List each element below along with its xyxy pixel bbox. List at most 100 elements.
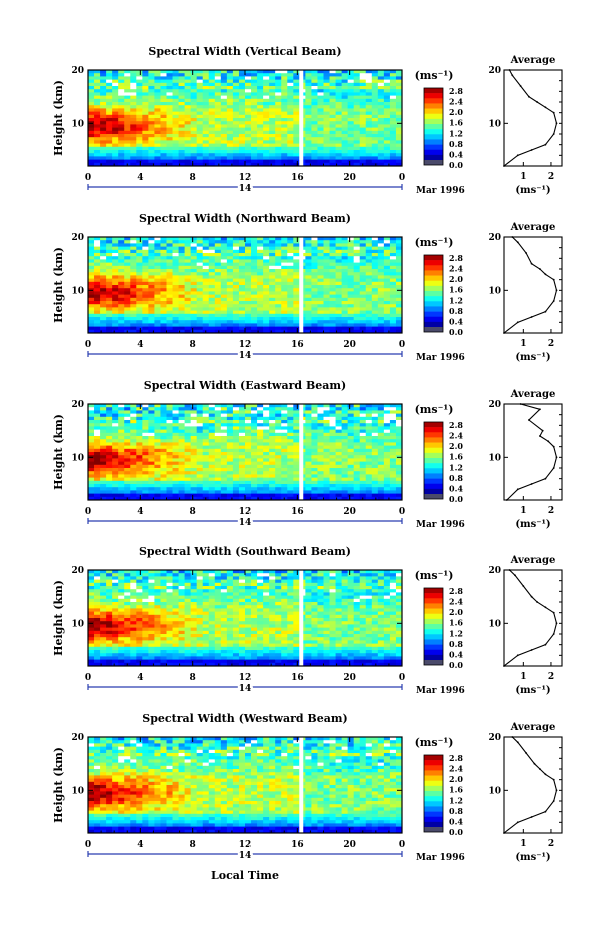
heatmap-cell: [287, 317, 293, 321]
heatmap-cell: [203, 298, 209, 302]
heatmap-cell: [257, 118, 263, 122]
heatmap-cell: [317, 494, 323, 498]
heatmap-cell: [275, 465, 281, 469]
heatmap-cell: [378, 317, 384, 321]
heatmap-cell: [136, 295, 142, 299]
heatmap-cell: [173, 449, 179, 453]
heatmap-cell: [185, 115, 191, 119]
heatmap-cell: [173, 144, 179, 148]
heatmap-cell: [378, 115, 384, 119]
heatmap-cell: [94, 414, 100, 418]
heatmap-cell: [305, 439, 311, 443]
heatmap-cell: [112, 99, 118, 103]
heatmap-cell: [342, 80, 348, 84]
heatmap-cell: [281, 105, 287, 109]
profile-point: [545, 144, 547, 146]
heatmap-cell: [203, 76, 209, 80]
heatmap-cell: [366, 112, 372, 116]
heatmap-cell: [348, 144, 354, 148]
heatmap-cell: [390, 134, 396, 138]
heatmap-cell: [330, 426, 336, 430]
heatmap-cell: [215, 291, 221, 295]
heatmap-cell: [136, 102, 142, 106]
heatmap-cell: [336, 269, 342, 273]
heatmap-cell: [330, 468, 336, 472]
heatmap-cell: [311, 307, 317, 311]
heatmap-cell: [293, 99, 299, 103]
heatmap-cell: [245, 250, 251, 254]
heatmap-cell: [179, 433, 185, 437]
heatmap-cell: [354, 247, 360, 251]
heatmap-cell: [185, 426, 191, 430]
heatmap-cell: [148, 243, 154, 247]
heatmap-cell: [112, 160, 118, 164]
heatmap-cell: [372, 134, 378, 138]
heatmap-cell: [317, 291, 323, 295]
heatmap-cell: [293, 484, 299, 488]
heatmap-cell: [130, 118, 136, 122]
heatmap-cell: [366, 420, 372, 424]
heatmap-cell: [263, 83, 269, 87]
heatmap-cell: [221, 247, 227, 251]
heatmap-cell: [354, 240, 360, 244]
heatmap-cell: [305, 430, 311, 434]
heatmap-cell: [215, 156, 221, 160]
heatmap-cell: [94, 458, 100, 462]
heatmap-cell: [378, 121, 384, 125]
heatmap-cell: [167, 285, 173, 289]
heatmap-cell: [360, 291, 366, 295]
heatmap-cell: [112, 291, 118, 295]
heatmap-cell: [342, 263, 348, 267]
heatmap-cell: [311, 137, 317, 141]
heatmap-cell: [330, 487, 336, 491]
heatmap-cell: [330, 134, 336, 138]
heatmap-cell: [324, 307, 330, 311]
heatmap-cell: [221, 471, 227, 475]
heatmap-cell: [245, 279, 251, 283]
heatmap-cell: [342, 327, 348, 331]
heatmap-cell: [330, 474, 336, 478]
heatmap-cell: [100, 92, 106, 96]
heatmap-cell: [118, 446, 124, 450]
heatmap-cell: [378, 478, 384, 482]
colorbar-tick-label: 2.4: [449, 97, 463, 107]
heatmap-cell: [221, 462, 227, 466]
heatmap-cell: [317, 250, 323, 254]
heatmap-cell: [257, 327, 263, 331]
heatmap-cell: [130, 243, 136, 247]
heatmap-cell: [281, 436, 287, 440]
heatmap-cell: [269, 285, 275, 289]
heatmap-cell: [142, 474, 148, 478]
heatmap-cell: [281, 272, 287, 276]
heatmap-cell: [251, 423, 257, 427]
heatmap-cell: [124, 446, 130, 450]
heatmap-cell: [227, 118, 233, 122]
heatmap-cell: [203, 118, 209, 122]
heatmap-cell: [354, 153, 360, 157]
heatmap-cell: [263, 134, 269, 138]
heatmap-cell: [88, 417, 94, 421]
heatmap-cell: [342, 131, 348, 135]
heatmap-cell: [203, 462, 209, 466]
heatmap-cell: [203, 269, 209, 273]
heatmap-cell: [167, 115, 173, 119]
heatmap-cell: [366, 73, 372, 77]
heatmap-cell: [130, 490, 136, 494]
heatmap-cell: [324, 471, 330, 475]
heatmap-cell: [154, 102, 160, 106]
heatmap-cell: [324, 266, 330, 270]
heatmap-cell: [366, 144, 372, 148]
heatmap-cell: [311, 487, 317, 491]
heatmap-cell: [287, 96, 293, 100]
heatmap-cell: [305, 458, 311, 462]
heatmap-cell: [348, 153, 354, 157]
heatmap-cell: [148, 474, 154, 478]
heatmap-cell: [154, 134, 160, 138]
heatmap-cell: [124, 89, 130, 93]
heatmap-cell: [293, 320, 299, 324]
heatmap-cell: [173, 474, 179, 478]
heatmap-cell: [130, 76, 136, 80]
heatmap-cell: [348, 468, 354, 472]
heatmap-cell: [324, 134, 330, 138]
